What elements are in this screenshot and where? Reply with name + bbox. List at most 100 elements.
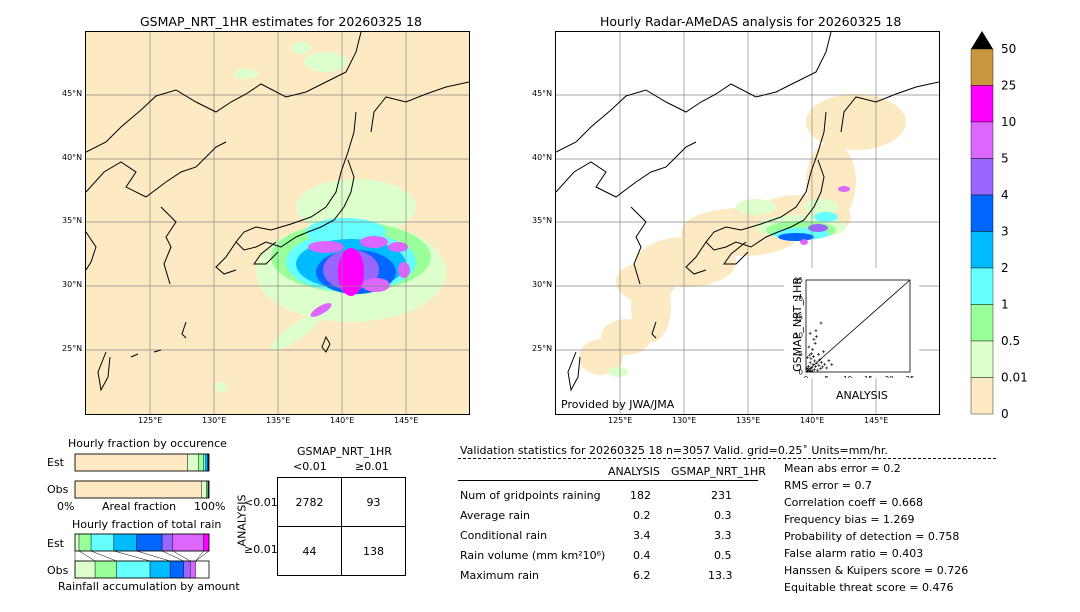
right-map-grid	[556, 32, 939, 414]
occurrence-bars	[74, 453, 210, 499]
right-lat-35: 35°N	[532, 216, 553, 225]
scatter-point	[812, 367, 816, 371]
colorbar: 50 25 10 5 4 3 2 1 0.5 0.01 0	[960, 28, 1070, 421]
scatter-xlabel: ANALYSIS	[836, 389, 888, 402]
colorbar-label: 10	[1001, 115, 1016, 129]
left-lon-125: 125°E	[138, 416, 163, 425]
occurrence-title: Hourly fraction by occurence	[68, 437, 227, 450]
scatter-point	[806, 364, 810, 368]
score-ets: Equitable threat score = 0.476	[784, 581, 954, 594]
scatter-point	[813, 341, 817, 345]
scatter-ytick: 25	[794, 277, 803, 285]
scatter-point	[823, 362, 827, 366]
colorbar-label: 2	[1001, 261, 1009, 275]
right-precip-field	[608, 186, 850, 377]
fraction-segment	[149, 560, 171, 579]
right-map-canvas	[556, 32, 939, 414]
left-map-grid	[86, 32, 469, 414]
colorbar-segment	[970, 304, 994, 342]
validation-divider	[458, 458, 996, 459]
contingency-row-0: <0.01	[244, 496, 278, 509]
scatter-point	[814, 335, 818, 339]
fraction-connector	[136, 550, 171, 562]
right-lat-25: 25°N	[532, 344, 553, 353]
fraction-connector	[195, 550, 210, 562]
contingency-col-1: ≥0.01	[355, 460, 389, 473]
left-lon-140: 140°E	[330, 416, 355, 425]
fraction-segment	[94, 560, 117, 579]
scatter-point	[807, 369, 811, 373]
right-map: 0 5 10 15 20 25 0 5 10 15 20 25 Provided by JWA/JMA	[555, 31, 940, 415]
fraction-segment	[203, 533, 210, 552]
scatter-point	[805, 369, 809, 373]
fraction-segment	[74, 533, 80, 552]
scatter-ytick: 5	[799, 350, 803, 358]
occurrence-est-label: Est	[47, 456, 64, 469]
colorbar-label: 0.5	[1001, 334, 1020, 348]
fraction-connector	[161, 550, 184, 562]
scatter-point	[814, 329, 818, 333]
scatter-point	[812, 337, 816, 341]
scatter-xtick: 5	[825, 375, 829, 378]
scatter-point	[811, 348, 815, 352]
validation-col-gsmap: GSMAP_NRT_1HR	[671, 465, 766, 478]
scatter-point	[809, 369, 813, 373]
scatter-xtick: 15	[864, 375, 873, 378]
colorbar-segment	[970, 85, 994, 123]
scatter-point	[817, 363, 821, 367]
contingency-col-0: <0.01	[293, 460, 327, 473]
colorbar-label: 5	[1001, 152, 1009, 166]
contingency-cell-01: 93	[341, 477, 406, 527]
scatter-point	[819, 367, 823, 371]
radar-credit: Provided by JWA/JMA	[561, 398, 675, 411]
score-pod: Probability of detection = 0.758	[784, 530, 960, 543]
left-map-title: GSMAP_NRT_1HR estimates for 20260325 18	[140, 14, 422, 29]
validation-col-analysis: ANALYSIS	[608, 465, 660, 478]
scatter-ytick: 10	[794, 332, 803, 340]
fraction-segment	[205, 453, 208, 472]
fraction-segment	[190, 560, 196, 579]
left-lat-35: 35°N	[62, 216, 83, 225]
scatter-point	[811, 363, 815, 367]
scatter-point	[808, 361, 812, 365]
occurrence-axis-label: Areal fraction	[102, 500, 177, 513]
scatter-point	[809, 357, 813, 361]
fraction-segment	[187, 453, 199, 472]
scatter-ylabel: GSMAP_NRT_1HR	[790, 277, 804, 372]
colorbar-label: 0.01	[1001, 371, 1028, 385]
scatter-ytick: 20	[794, 295, 803, 303]
left-map-canvas	[86, 32, 469, 414]
right-lat-30: 30°N	[532, 280, 553, 289]
occurrence-obs-label: Obs	[47, 483, 69, 496]
colorbar-label: 25	[1001, 79, 1016, 93]
fraction-bar-frame	[74, 480, 210, 499]
right-coastlines	[556, 32, 939, 392]
scatter-point	[810, 366, 814, 370]
colorbar-segment	[970, 194, 994, 232]
row-label-maximum: Maximum rain	[460, 569, 539, 582]
score-mae: Mean abs error = 0.2	[784, 462, 901, 475]
fraction-segment	[198, 453, 204, 472]
fraction-segment	[74, 560, 96, 579]
colorbar-label: 0	[1001, 407, 1009, 418]
row-gsmap-average: 0.3	[714, 509, 732, 522]
colorbar-label: 50	[1001, 42, 1016, 56]
fraction-segment	[203, 453, 206, 472]
row-analysis-maximum: 6.2	[633, 569, 651, 582]
scatter-point	[819, 360, 823, 364]
colorbar-label: 1	[1001, 298, 1009, 312]
scatter-point	[809, 352, 813, 356]
scatter-point	[821, 365, 825, 369]
validation-header: Validation statistics for 20260325 18 n=…	[460, 444, 888, 457]
row-analysis-conditional: 3.4	[633, 529, 651, 542]
fraction-connector	[90, 550, 117, 562]
fraction-segment	[74, 480, 202, 499]
left-precip-field	[215, 42, 446, 392]
left-lat-45: 45°N	[62, 89, 83, 98]
right-lon-135: 135°E	[736, 416, 761, 425]
fraction-bar-frame	[74, 560, 210, 579]
row-label-gridpoints: Num of gridpoints raining	[460, 489, 601, 502]
row-label-volume: Rain volume (mm km²10⁶)	[460, 549, 606, 562]
scatter-ytick: 0	[799, 369, 803, 377]
row-label-conditional: Conditional rain	[460, 529, 548, 542]
